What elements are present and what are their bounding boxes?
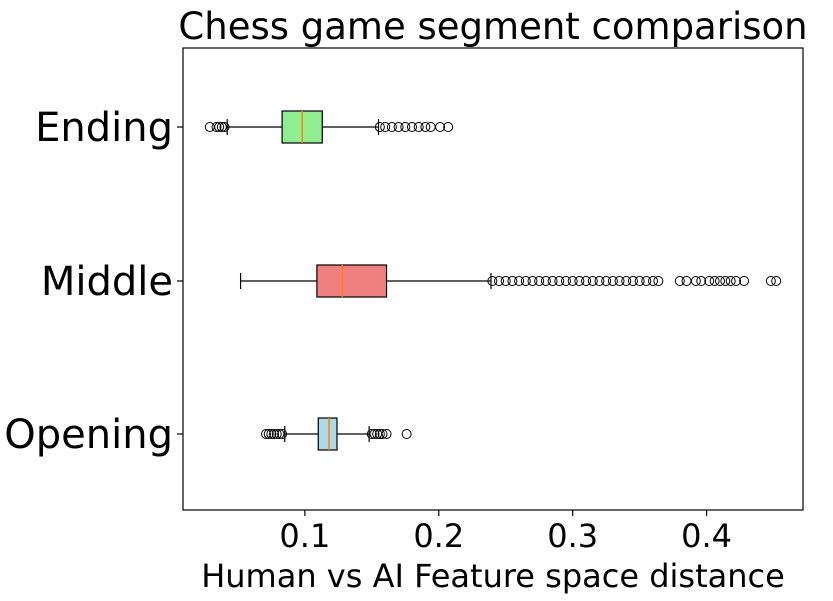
outlier-opening	[401, 429, 412, 439]
outlier-middle	[690, 276, 701, 286]
outlier-opening	[261, 429, 272, 439]
outlier-ending	[216, 122, 227, 132]
outlier-ending	[374, 122, 385, 132]
outlier-middle	[765, 276, 776, 286]
x-tick-label: 0.4	[681, 517, 732, 555]
outlier-ending	[420, 122, 431, 132]
outlier-middle	[581, 276, 592, 286]
chart-title: Chess game segment comparison	[178, 5, 807, 48]
x-tick-label: 0.3	[547, 517, 598, 555]
outlier-opening	[369, 429, 380, 439]
outlier-opening	[381, 429, 392, 439]
outlier-ending	[406, 122, 417, 132]
x-tick-label: 0.2	[413, 517, 464, 555]
outlier-ending	[425, 122, 436, 132]
outlier-middle	[607, 276, 618, 286]
outlier-ending	[393, 122, 404, 132]
outlier-middle	[547, 276, 558, 286]
outlier-middle	[714, 276, 725, 286]
outlier-ending	[380, 122, 391, 132]
outlier-opening	[269, 429, 280, 439]
outlier-middle	[514, 276, 525, 286]
outlier-opening	[274, 429, 285, 439]
outlier-middle	[574, 276, 585, 286]
outlier-middle	[674, 276, 685, 286]
outlier-middle	[731, 276, 742, 286]
outlier-opening	[277, 429, 288, 439]
outlier-middle	[621, 276, 632, 286]
outlier-middle	[648, 276, 659, 286]
outlier-opening	[374, 429, 385, 439]
outlier-middle	[534, 276, 545, 286]
outlier-ending	[219, 122, 230, 132]
x-axis: 0.1 0.2 0.3 0.4	[279, 510, 732, 555]
y-tick-label: Opening	[4, 412, 173, 458]
outlier-ending	[400, 122, 411, 132]
outlier-middle	[634, 276, 645, 286]
outlier-middle	[681, 276, 692, 286]
outlier-ending	[443, 122, 454, 132]
outlier-middle	[771, 276, 782, 286]
outlier-middle	[601, 276, 612, 286]
outlier-opening	[366, 429, 377, 439]
outlier-middle	[540, 276, 551, 286]
outlier-middle	[720, 276, 731, 286]
box-opening	[261, 417, 412, 451]
outlier-middle	[500, 276, 511, 286]
outlier-middle	[641, 276, 652, 286]
outlier-middle	[653, 276, 664, 286]
outlier-ending	[413, 122, 424, 132]
outlier-middle	[709, 276, 720, 286]
outlier-middle	[560, 276, 571, 286]
outlier-middle	[627, 276, 638, 286]
y-tick-label: Middle	[41, 259, 173, 305]
outlier-middle	[507, 276, 518, 286]
outlier-middle	[554, 276, 565, 286]
outlier-middle	[527, 276, 538, 286]
outlier-ending	[386, 122, 397, 132]
outlier-opening	[266, 429, 277, 439]
outlier-ending	[435, 122, 446, 132]
outlier-middle	[587, 276, 598, 286]
x-axis-label: Human vs AI Feature space distance	[201, 557, 785, 595]
outlier-middle	[696, 276, 707, 286]
box-middle-iqr	[316, 264, 388, 298]
outlier-opening	[271, 429, 282, 439]
plot-area	[182, 47, 804, 511]
outlier-middle	[725, 276, 736, 286]
y-axis: Opening Middle Ending	[4, 105, 183, 458]
y-tick-label: Ending	[35, 105, 173, 151]
outlier-opening	[377, 429, 388, 439]
outlier-middle	[520, 276, 531, 286]
box-middle	[239, 264, 782, 298]
outlier-middle	[704, 276, 715, 286]
outlier-middle	[594, 276, 605, 286]
outlier-middle	[739, 276, 750, 286]
outlier-ending	[214, 122, 225, 132]
outlier-middle	[567, 276, 578, 286]
outlier-middle	[487, 276, 498, 286]
outlier-ending	[211, 122, 222, 132]
outlier-opening	[263, 429, 274, 439]
x-tick-label: 0.1	[279, 517, 330, 555]
boxes-layer	[204, 110, 782, 451]
outlier-middle	[614, 276, 625, 286]
box-ending	[204, 110, 454, 144]
outlier-middle	[494, 276, 505, 286]
box-opening-iqr	[317, 417, 338, 451]
